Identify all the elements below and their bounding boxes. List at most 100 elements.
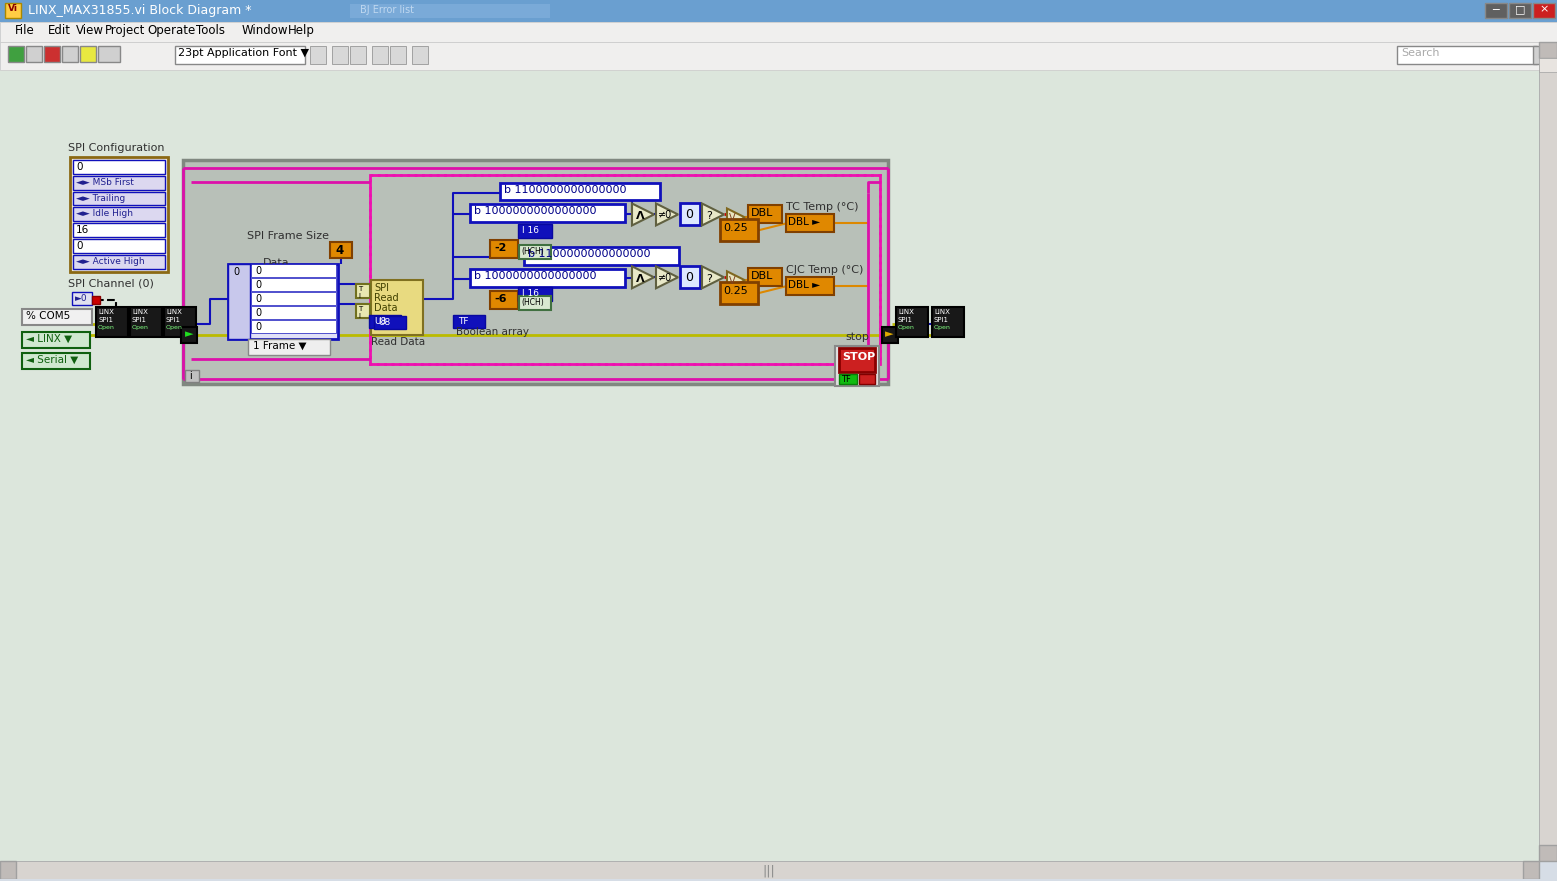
Text: SPI1: SPI1 [934,317,950,323]
Text: Search: Search [1401,48,1440,58]
Text: View: View [76,24,104,37]
Text: 0: 0 [685,271,693,285]
Bar [747,205,782,224]
Bar [73,255,165,270]
Bar [248,339,330,355]
Bar [490,241,518,258]
Bar [719,282,758,304]
Text: Data: Data [263,258,290,269]
Bar [5,3,20,18]
Bar [500,182,660,201]
Bar [0,861,1538,878]
Bar [92,296,100,304]
Bar [62,46,78,62]
Text: BJ Error list: BJ Error list [360,5,414,15]
Polygon shape [702,204,724,226]
Text: CJC Temp (°C): CJC Temp (°C) [786,265,864,276]
Bar [470,204,624,222]
Text: Read Data: Read Data [371,337,425,347]
Text: ?: ? [705,211,712,221]
Bar [0,861,16,878]
Bar [22,353,90,369]
Bar [839,348,875,372]
Bar [719,219,758,241]
Text: U8: U8 [374,317,386,326]
Bar [330,242,352,258]
Bar [680,204,701,226]
Text: ×: × [1540,4,1549,14]
Text: |||: ||| [763,865,775,877]
Bar [22,309,92,325]
Bar [8,46,23,62]
Bar [0,22,1557,42]
Text: ►0: ►0 [75,294,87,303]
Text: Read: Read [374,293,399,303]
Bar [350,46,366,63]
Bar [22,332,90,348]
Text: File: File [16,24,34,37]
Bar [97,307,128,337]
Text: -2: -2 [494,243,506,254]
Bar [0,42,1538,70]
Bar [73,224,165,237]
Bar [839,374,856,384]
Bar [174,46,305,63]
Bar [26,46,42,62]
Bar [227,264,338,339]
Text: ◄► MSb First: ◄► MSb First [76,178,134,187]
Bar [374,316,406,329]
Polygon shape [702,266,724,288]
Bar [371,174,880,364]
Text: TC Temp (°C): TC Temp (°C) [786,203,858,212]
Text: Open: Open [898,325,916,330]
Bar [518,225,553,239]
Bar [881,327,898,343]
Text: ≠0: ≠0 [659,211,673,220]
Text: ◄► Idle High: ◄► Idle High [76,210,132,218]
Text: SPI Channel (0): SPI Channel (0) [69,278,154,288]
Text: T
I: T I [358,307,363,319]
Bar [786,278,835,295]
Text: Vi: Vi [8,4,19,13]
Bar [163,307,196,337]
Text: V: V [729,277,735,286]
Bar [371,174,880,364]
Bar [98,46,120,62]
Bar [895,307,928,337]
Polygon shape [632,266,654,288]
Bar [73,240,165,254]
Bar [413,46,428,63]
Bar [835,346,880,386]
Bar [490,292,518,309]
Bar [1534,3,1555,18]
Bar [73,159,165,174]
Bar [1485,3,1507,18]
Text: -6: -6 [494,294,506,304]
Bar [70,157,168,272]
Text: Data: Data [374,303,397,314]
Bar [747,269,782,286]
Bar [350,4,550,18]
Text: LINX: LINX [898,309,914,315]
Bar [1523,861,1538,878]
Bar [1397,46,1537,63]
Text: 1 Frame ▼: 1 Frame ▼ [252,341,307,352]
Bar [310,46,325,63]
Bar [470,270,624,287]
Bar [369,315,402,328]
Text: 0.25: 0.25 [722,286,747,296]
Text: V: V [729,213,735,224]
Text: Open: Open [98,325,115,330]
Text: LINX: LINX [132,309,148,315]
Text: SPI1: SPI1 [98,317,114,323]
Text: Edit: Edit [48,24,72,37]
Text: SPI1: SPI1 [898,317,912,323]
Text: I 16: I 16 [522,226,539,235]
Bar [332,46,349,63]
Text: 0: 0 [255,308,262,318]
Text: i: i [188,371,192,381]
Text: 16: 16 [76,226,89,235]
Bar [680,266,701,288]
Bar [1509,3,1531,18]
Text: b 1000000000000000: b 1000000000000000 [473,206,596,217]
